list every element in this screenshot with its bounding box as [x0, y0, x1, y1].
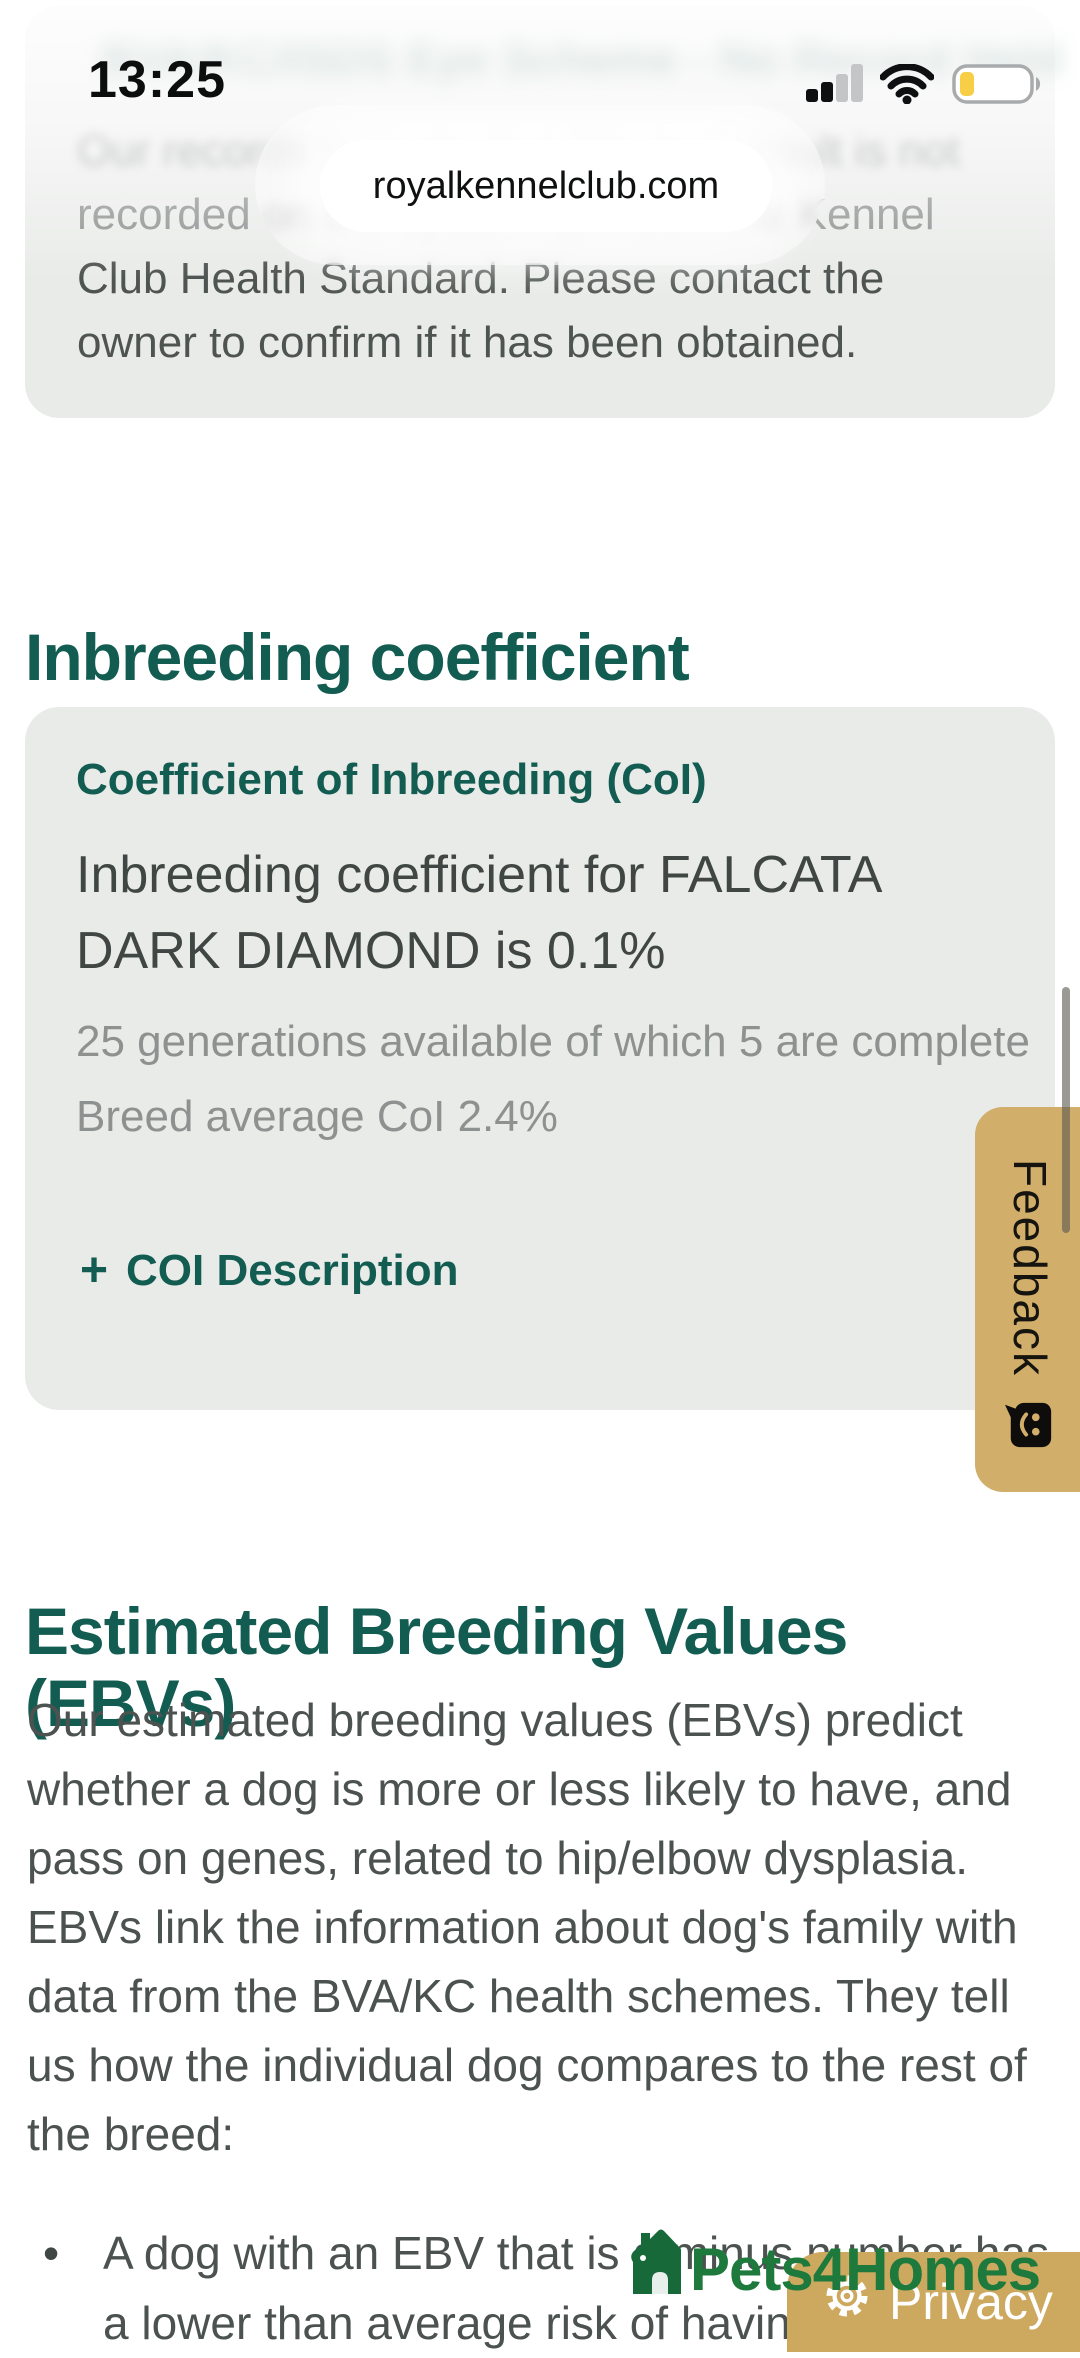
privacy-button[interactable]: Privacy	[787, 2252, 1080, 2352]
wifi-icon	[879, 63, 935, 109]
alert-text-line: owner to confirm if it has been obtained…	[77, 318, 858, 367]
coi-card-title: Coefficient of Inbreeding (CoI)	[76, 755, 707, 804]
section-title-ebv: Estimated Breeding Values (EBVs)	[25, 1593, 848, 1740]
coi-description-label: COI Description	[126, 1245, 459, 1295]
battery-icon	[952, 64, 1044, 109]
gear-icon	[821, 2270, 873, 2334]
address-bar-url: royalkennelclub.com	[372, 164, 720, 207]
section-title-inbreeding: Inbreeding coefficient	[25, 619, 690, 694]
coi-breed-average-text: Breed average CoI 2.4%	[76, 1092, 558, 1141]
page-scrollbar[interactable]	[1062, 987, 1070, 1233]
alert-text-line: Club Health Standard. Please contact the	[77, 254, 885, 303]
coi-card: Coefficient of Inbreeding (CoI) Inbreedi…	[25, 707, 1055, 1410]
feedback-label: Feedback	[1004, 1159, 1056, 1378]
address-bar[interactable]: royalkennelclub.com	[320, 140, 772, 232]
ebv-intro-paragraph: Our estimated breeding values (EBVs) pre…	[27, 1694, 1027, 2160]
privacy-label: Privacy	[889, 2274, 1053, 2330]
cellular-signal-icon	[806, 64, 864, 107]
plus-icon: +	[80, 1244, 109, 1297]
coi-result-text: Inbreeding coefficient for FALCATA DARK …	[76, 846, 883, 980]
coi-generations-text: 25 generations available of which 5 are …	[76, 1017, 1030, 1066]
bullet-icon: •	[43, 2227, 60, 2279]
clock-display: 13:25	[88, 51, 226, 109]
feedback-smiley-icon	[1005, 1399, 1055, 1449]
coi-description-toggle[interactable]: + COI Description	[80, 1243, 459, 1298]
